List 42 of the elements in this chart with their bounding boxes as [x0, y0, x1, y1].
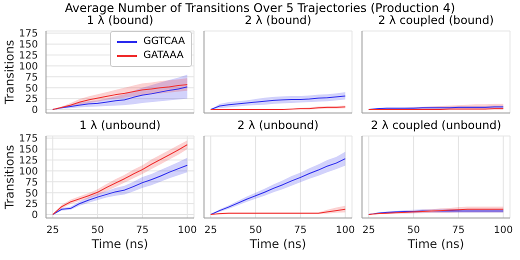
y-tick-label: 175	[18, 28, 38, 40]
y-tick-label: 125	[18, 50, 38, 62]
x-axis-title: Time (ns)	[248, 237, 306, 251]
y-tick-label: 100	[18, 61, 38, 72]
y-tick-label: 150	[18, 144, 38, 156]
x-tick-label: 75	[452, 225, 465, 236]
legend-label: GGTCAA	[143, 35, 185, 49]
x-tick-label: 25	[362, 225, 376, 236]
y-tick-label: 100	[18, 166, 38, 178]
x-tick-label: 75	[294, 225, 307, 236]
x-axis-title: Time (ns)	[90, 237, 148, 251]
y-tick-label: 50	[25, 83, 38, 94]
x-tick-label: 25	[46, 225, 60, 236]
x-tick-label: 100	[178, 225, 197, 236]
y-tick-label: 150	[18, 40, 38, 51]
y-axis-title: Transitions	[2, 40, 16, 106]
y-tick-label: 0	[32, 210, 38, 222]
y-tick-label: 75	[25, 72, 38, 84]
chart-title: 2 λ coupled (bound)	[378, 13, 495, 27]
x-tick-label: 50	[91, 225, 104, 236]
chart-title: 2 λ (unbound)	[236, 118, 320, 132]
x-tick-label: 100	[494, 225, 513, 236]
legend-label: GATAAA	[143, 49, 184, 63]
y-tick-label: 125	[18, 156, 38, 167]
chart-title: 1 λ (bound)	[86, 13, 154, 27]
text: Average Number of Transitions Over 5 Trajectories (Production 4)	[64, 1, 456, 15]
x-tick-label: 75	[136, 225, 149, 236]
x-tick-label: 25	[204, 225, 218, 236]
chart-title: 2 λ (bound)	[244, 13, 312, 27]
y-axis-title: Transitions	[2, 144, 16, 210]
x-tick-label: 50	[249, 225, 262, 236]
x-tick-label: 50	[407, 225, 420, 236]
y-tick-label: 0	[32, 105, 38, 116]
y-tick-label: 25	[25, 199, 38, 210]
y-tick-label: 75	[25, 177, 38, 188]
chart-title: 1 λ (unbound)	[78, 118, 162, 132]
x-tick-label: 100	[336, 225, 355, 236]
y-tick-label: 50	[25, 188, 38, 200]
y-tick-label: 25	[25, 94, 38, 106]
y-tick-label: 175	[18, 134, 38, 145]
chart-title: 2 λ coupled (unbound)	[370, 118, 502, 132]
x-axis-title: Time (ns)	[406, 237, 464, 251]
